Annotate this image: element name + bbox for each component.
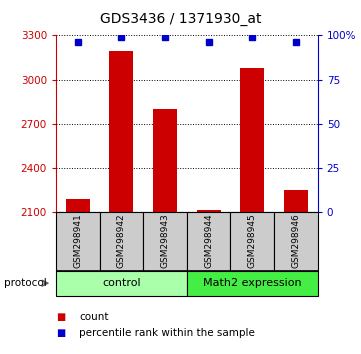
Text: percentile rank within the sample: percentile rank within the sample (79, 328, 255, 338)
Text: count: count (79, 312, 109, 322)
Bar (153, 109, 177, 212)
Bar (240, 68, 264, 212)
Bar (230, 212, 274, 271)
Bar (187, 271, 318, 296)
Text: GSM298941: GSM298941 (73, 213, 82, 268)
Bar (284, 189, 308, 212)
Bar (66, 199, 90, 212)
Text: GSM298944: GSM298944 (204, 213, 213, 268)
Text: ■: ■ (56, 328, 65, 338)
Text: GSM298946: GSM298946 (291, 213, 300, 268)
Text: protocol: protocol (4, 278, 46, 288)
Text: GSM298942: GSM298942 (117, 213, 126, 268)
Bar (100, 212, 143, 271)
Bar (197, 210, 221, 212)
Bar (109, 51, 133, 212)
Bar (187, 212, 230, 271)
Bar (274, 212, 318, 271)
Text: Math2 expression: Math2 expression (203, 278, 301, 288)
Bar (143, 212, 187, 271)
Bar (56, 271, 187, 296)
Text: GSM298945: GSM298945 (248, 213, 257, 268)
Text: ■: ■ (56, 312, 65, 322)
Bar (56, 212, 100, 271)
Text: GSM298943: GSM298943 (161, 213, 170, 268)
Text: GDS3436 / 1371930_at: GDS3436 / 1371930_at (100, 12, 261, 27)
Text: control: control (102, 278, 141, 288)
